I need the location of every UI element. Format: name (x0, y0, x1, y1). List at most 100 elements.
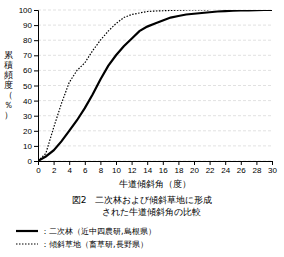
grid-line (38, 145, 272, 146)
grid-line (38, 55, 272, 56)
legend-item: ：二次林（近中四農研,島根県） (16, 227, 156, 236)
tick: 30 (23, 112, 38, 121)
legend: ：二次林（近中四農研,島根県） ：傾斜草地（畜草研,長野県） (16, 227, 156, 249)
tick-label: 28 (252, 166, 261, 175)
tick-label: 30 (23, 112, 32, 121)
tick-mark (210, 161, 211, 165)
tick-mark (54, 161, 55, 165)
legend-swatch (16, 243, 38, 244)
legend-label: ：二次林（近中四農研,島根県） (41, 227, 156, 236)
tick-mark (116, 161, 117, 165)
grid-line (38, 115, 272, 116)
tick: 2 (52, 161, 57, 175)
tick: 28 (252, 161, 261, 175)
tick-label: 24 (221, 166, 230, 175)
tick-mark (256, 161, 257, 165)
x-axis: 024681012141618202224262830 (36, 161, 277, 175)
tick-label: 70 (23, 51, 32, 60)
tick: 100 (19, 6, 38, 15)
tick-mark (34, 116, 38, 117)
tick-mark (178, 161, 179, 165)
tick-mark (132, 161, 133, 165)
tick-mark (34, 70, 38, 71)
tick-mark (34, 161, 38, 162)
tick: 4 (67, 161, 72, 175)
tick-label: 0 (36, 166, 41, 175)
tick-label: 100 (19, 6, 33, 15)
tick: 24 (221, 161, 230, 175)
tick-label: 18 (174, 166, 183, 175)
tick-label: 30 (268, 166, 277, 175)
tick-mark (272, 161, 273, 165)
tick-label: 2 (52, 166, 57, 175)
title: 図2 二次林および傾斜草地に形成 (72, 195, 213, 205)
series-line (38, 10, 210, 161)
grid-line (38, 40, 272, 41)
tick: 12 (128, 161, 137, 175)
tick: 10 (112, 161, 121, 175)
tick: 30 (268, 161, 277, 175)
tick: 60 (23, 66, 38, 75)
axis-line (39, 162, 273, 166)
tick-label: 22 (206, 166, 215, 175)
tick: 14 (143, 161, 152, 175)
tick-mark (34, 25, 38, 26)
chart: 0246810121416182022242628300102030405060… (0, 0, 284, 257)
tick-mark (34, 86, 38, 87)
tick-label: 20 (23, 127, 32, 136)
tick-mark (163, 161, 164, 165)
tick-label: 26 (237, 166, 246, 175)
tick: 20 (23, 127, 38, 136)
tick: 50 (23, 82, 38, 91)
tick-mark (241, 161, 242, 165)
legend-item: ：傾斜草地（畜草研,長野県） (16, 240, 148, 249)
grid-line (38, 130, 272, 131)
tick-mark (34, 55, 38, 56)
tick-label: 50 (23, 82, 32, 91)
tick-label: 0 (28, 157, 33, 166)
tick-mark (34, 146, 38, 147)
grid-line (38, 70, 272, 71)
legend-swatch (16, 230, 38, 232)
tick-mark (34, 131, 38, 132)
tick-mark (34, 10, 38, 11)
tick: 10 (23, 142, 38, 151)
tick: 8 (99, 161, 104, 175)
grid-line (38, 100, 272, 101)
grid-line (38, 85, 272, 86)
tick: 20 (190, 161, 199, 175)
tick: 80 (23, 36, 38, 45)
tick-mark (69, 161, 70, 165)
tick: 6 (83, 161, 88, 175)
y-axis: 0 10 20 30 40 50 60 70 80 90 100 (19, 6, 39, 166)
tick-mark (147, 161, 148, 165)
axis-line (34, 11, 39, 162)
tick: 70 (23, 51, 38, 60)
y-axis-title: 累積頻度（％） (4, 50, 13, 120)
subtitle: された牛道傾斜角の比較 (84, 207, 201, 217)
tick-label: 14 (143, 166, 152, 175)
tick: 0 (28, 157, 38, 166)
tick-label: 6 (83, 166, 88, 175)
tick-label: 4 (67, 166, 72, 175)
tick-label: 90 (23, 21, 32, 30)
series-line (38, 10, 272, 161)
tick-mark (194, 161, 195, 165)
tick-label: 10 (112, 166, 121, 175)
tick-mark (225, 161, 226, 165)
lines (38, 10, 272, 161)
tick-label: 12 (128, 166, 137, 175)
tick-mark (100, 161, 101, 165)
legend-label: ：傾斜草地（畜草研,長野県） (41, 240, 148, 249)
tick: 18 (174, 161, 183, 175)
tick-mark (85, 161, 86, 165)
tick-mark (34, 40, 38, 41)
tick: 90 (23, 21, 38, 30)
tick: 16 (159, 161, 168, 175)
tick-label: 16 (159, 166, 168, 175)
tick-label: 40 (23, 97, 32, 106)
tick-label: 20 (190, 166, 199, 175)
tick: 26 (237, 161, 246, 175)
y-grid (38, 10, 272, 161)
plot: 0246810121416182022242628300102030405060… (19, 6, 278, 175)
